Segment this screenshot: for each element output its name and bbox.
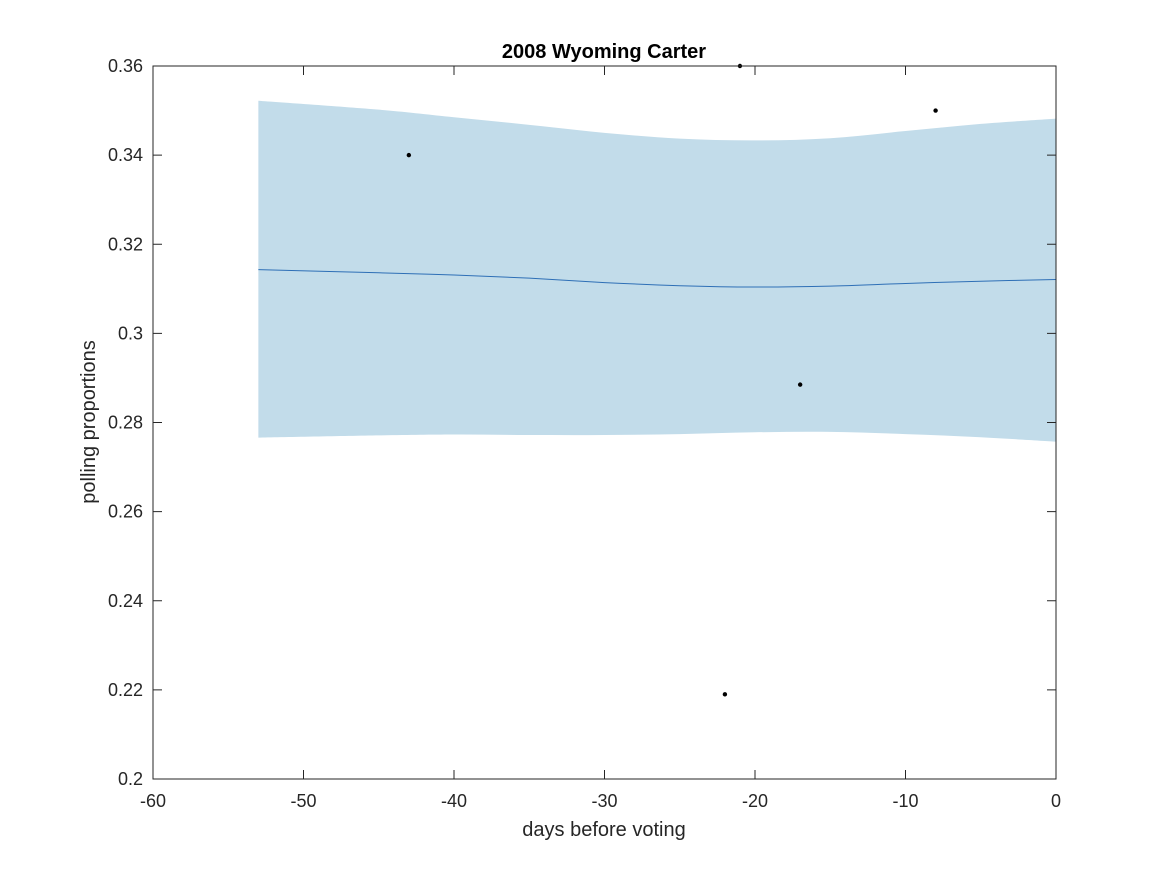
confidence-band — [258, 100, 1057, 442]
data-point — [797, 382, 803, 387]
x-tick-label: 0 — [1051, 791, 1061, 811]
data-point — [933, 108, 938, 113]
x-axis-label: days before voting — [522, 819, 685, 841]
y-tick-label: 0.34 — [108, 145, 143, 165]
y-tick-label: 0.32 — [108, 234, 143, 254]
y-axis-label: polling proportions — [78, 340, 100, 503]
axes: -60 -50 -40 -30 -20 -10 0 0.2 0.22 0.24 0.26 0.28 0.… — [108, 56, 1061, 811]
chart-title: 2008 Wyoming Carter — [502, 41, 706, 63]
x-tick-label: -50 — [290, 791, 316, 811]
y-tick-label: 0.3 — [118, 323, 143, 343]
x-tick-label: -60 — [140, 791, 166, 811]
x-tick-label: -10 — [892, 791, 918, 811]
y-tick-label: 0.24 — [108, 591, 143, 611]
y-tick-label: 0.2 — [118, 769, 143, 789]
plot-area — [258, 63, 1057, 697]
data-point — [722, 692, 728, 697]
y-tick-label: 0.26 — [108, 502, 143, 522]
y-tick-label: 0.28 — [108, 413, 143, 433]
y-tick-label: 0.36 — [108, 56, 143, 76]
x-tick-label: -40 — [441, 791, 467, 811]
y-tick-label: 0.22 — [108, 680, 143, 700]
trend-line — [258, 269, 1057, 288]
data-point — [406, 152, 412, 158]
x-tick-label: -20 — [742, 791, 768, 811]
x-tick-label: -30 — [591, 791, 617, 811]
